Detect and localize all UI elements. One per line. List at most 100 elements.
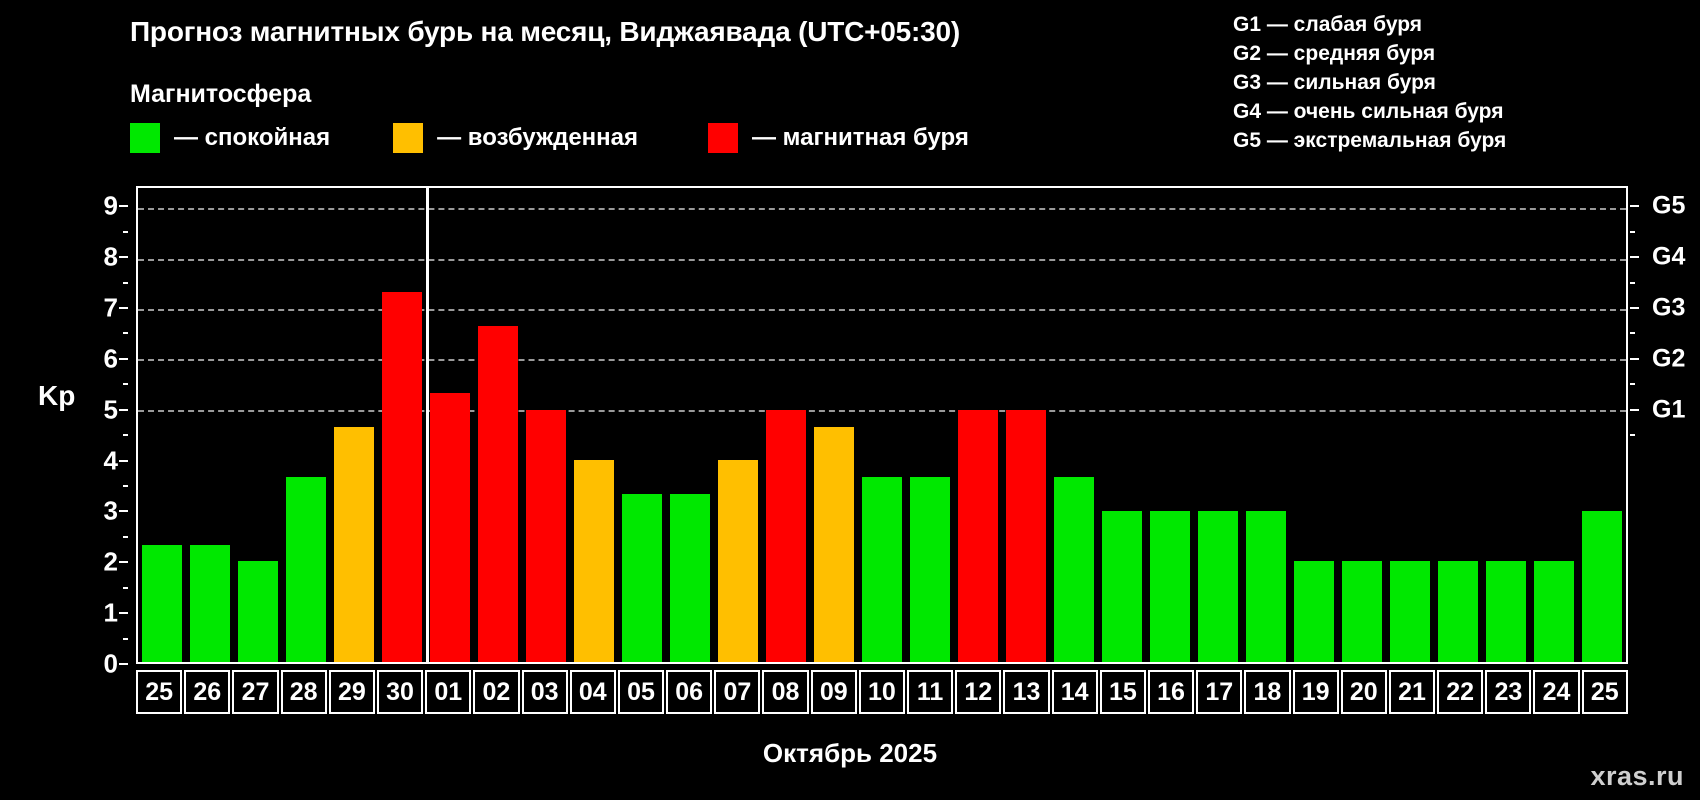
bar-cell-09[interactable] <box>810 188 858 662</box>
bar[interactable] <box>957 409 999 662</box>
bar[interactable] <box>1245 510 1287 662</box>
bar[interactable] <box>1053 476 1095 662</box>
x-axis-date-cell[interactable]: 21 <box>1388 670 1436 714</box>
g-minor-tick <box>1630 205 1635 208</box>
g-tick-label-G2: G2 <box>1652 344 1686 373</box>
bar[interactable] <box>861 476 903 662</box>
bar-cell-05[interactable] <box>618 188 666 662</box>
x-axis-date-label: 23 <box>1494 677 1523 706</box>
bar-cell-01[interactable] <box>426 188 474 662</box>
x-axis-date-cell[interactable]: 28 <box>280 670 327 714</box>
x-axis-date-cell[interactable]: 30 <box>376 670 424 714</box>
bar[interactable] <box>1101 510 1143 662</box>
bar-cell-08[interactable] <box>762 188 810 662</box>
bar[interactable] <box>1437 561 1479 662</box>
bar-cell-23[interactable] <box>1482 188 1530 662</box>
bar[interactable] <box>717 460 759 662</box>
bar[interactable] <box>621 494 663 662</box>
bar[interactable] <box>1293 561 1335 662</box>
x-axis-date-cell[interactable]: 16 <box>1147 670 1195 714</box>
x-axis-date-cell[interactable]: 19 <box>1292 670 1339 714</box>
bar[interactable] <box>1533 561 1575 662</box>
x-axis-date-cell[interactable]: 05 <box>617 670 665 714</box>
bar[interactable] <box>189 544 231 662</box>
bar[interactable] <box>141 544 183 662</box>
x-axis-date-cell[interactable]: 18 <box>1244 670 1291 714</box>
x-axis-date-cell[interactable]: 03 <box>521 670 568 714</box>
bar-cell-13[interactable] <box>1002 188 1050 662</box>
x-axis-date-cell[interactable]: 14 <box>1051 670 1098 714</box>
bar-cell-10[interactable] <box>858 188 906 662</box>
bar-cell-16[interactable] <box>1146 188 1194 662</box>
x-axis-date-cell[interactable]: 27 <box>232 670 279 714</box>
x-axis-date-cell[interactable]: 09 <box>810 670 857 714</box>
bar[interactable] <box>1197 510 1239 662</box>
bar[interactable] <box>1389 561 1431 662</box>
x-axis-date-cell[interactable]: 29 <box>328 670 375 714</box>
x-axis-date-cell[interactable]: 12 <box>955 670 1002 714</box>
bar[interactable] <box>429 393 471 662</box>
bar[interactable] <box>285 476 327 662</box>
bar-cell-28[interactable] <box>282 188 330 662</box>
bar[interactable] <box>813 426 855 662</box>
bar[interactable] <box>1581 510 1623 662</box>
x-axis-date-cell[interactable]: 23 <box>1485 670 1532 714</box>
y-minor-tick <box>123 383 128 386</box>
x-axis-date-cell[interactable]: 17 <box>1196 670 1243 714</box>
bar-cell-30[interactable] <box>378 188 426 662</box>
bar-cell-04[interactable] <box>570 188 618 662</box>
y-tick-mark-4 <box>119 459 128 462</box>
x-axis-date-cell[interactable]: 24 <box>1533 670 1580 714</box>
bar-cell-07[interactable] <box>714 188 762 662</box>
bar-cell-14[interactable] <box>1050 188 1098 662</box>
bar-cell-17[interactable] <box>1194 188 1242 662</box>
x-axis-date-cell[interactable]: 13 <box>1003 670 1050 714</box>
x-axis-date-cell[interactable]: 22 <box>1437 670 1484 714</box>
x-axis-date-cell[interactable]: 07 <box>714 670 761 714</box>
bar-cell-25[interactable] <box>1578 188 1626 662</box>
bar-cell-18[interactable] <box>1242 188 1290 662</box>
x-axis-date-cell[interactable]: 02 <box>473 670 520 714</box>
bar-cell-21[interactable] <box>1386 188 1434 662</box>
bar-cell-20[interactable] <box>1338 188 1386 662</box>
bar-cell-03[interactable] <box>522 188 570 662</box>
x-axis-date-cell[interactable]: 26 <box>184 670 231 714</box>
bar[interactable] <box>1149 510 1191 662</box>
bar[interactable] <box>477 325 519 662</box>
bar[interactable] <box>573 460 615 662</box>
bar-cell-02[interactable] <box>474 188 522 662</box>
bar-cell-12[interactable] <box>954 188 1002 662</box>
bar[interactable] <box>381 292 423 662</box>
bar-cell-22[interactable] <box>1434 188 1482 662</box>
bar[interactable] <box>1005 409 1047 662</box>
x-axis-date-cell[interactable]: 08 <box>762 670 809 714</box>
x-axis-date-cell[interactable]: 06 <box>666 670 713 714</box>
x-axis-date-cell[interactable]: 01 <box>425 670 472 714</box>
bar[interactable] <box>669 494 711 662</box>
x-axis-date-cell[interactable]: 25 <box>136 670 183 714</box>
bar-cell-15[interactable] <box>1098 188 1146 662</box>
bar[interactable] <box>909 476 951 662</box>
bar-cell-19[interactable] <box>1290 188 1338 662</box>
bar-cell-27[interactable] <box>234 188 282 662</box>
x-axis-date-cell[interactable]: 11 <box>907 670 954 714</box>
bar[interactable] <box>1485 561 1527 662</box>
x-axis-date-cell[interactable]: 04 <box>569 670 616 714</box>
y-minor-tick <box>123 485 128 488</box>
bar[interactable] <box>1341 561 1383 662</box>
bar[interactable] <box>525 409 567 662</box>
bar-cell-24[interactable] <box>1530 188 1578 662</box>
bar-cell-06[interactable] <box>666 188 714 662</box>
legend-item-label: — возбужденная <box>437 124 639 151</box>
x-axis-date-cell[interactable]: 15 <box>1099 670 1146 714</box>
bar[interactable] <box>333 426 375 662</box>
bar-cell-25[interactable] <box>138 188 186 662</box>
bar-cell-11[interactable] <box>906 188 954 662</box>
x-axis-date-cell[interactable]: 25 <box>1581 670 1628 714</box>
bar[interactable] <box>237 561 279 662</box>
x-axis-date-cell[interactable]: 10 <box>858 670 905 714</box>
bar-cell-29[interactable] <box>330 188 378 662</box>
x-axis-date-cell[interactable]: 20 <box>1340 670 1387 714</box>
bar-cell-26[interactable] <box>186 188 234 662</box>
bar[interactable] <box>765 409 807 662</box>
